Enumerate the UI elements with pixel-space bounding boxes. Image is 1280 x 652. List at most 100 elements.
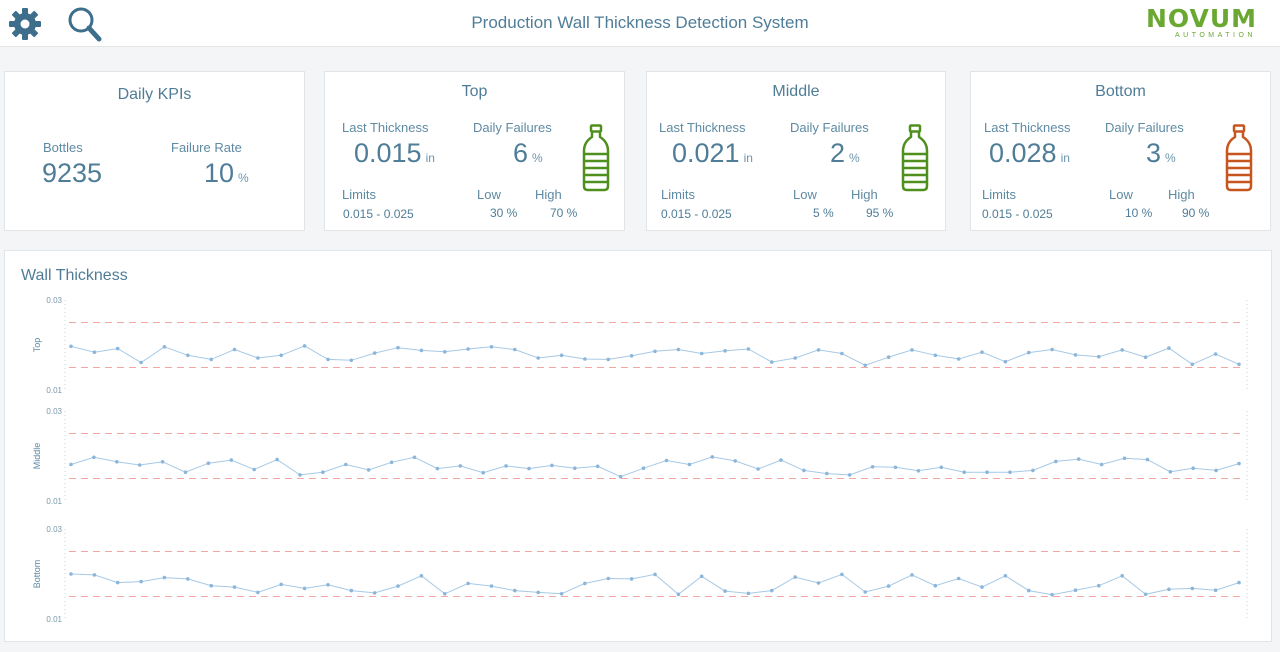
- daily-failures-number: 6: [513, 138, 529, 168]
- daily-failures-label: Daily Failures: [790, 120, 869, 135]
- search-button[interactable]: [66, 6, 102, 42]
- daily-failures-number: 2: [830, 138, 846, 168]
- data-point: [419, 348, 424, 353]
- data-point: [733, 459, 737, 463]
- data-point: [536, 356, 540, 360]
- data-point: [139, 579, 143, 584]
- data-point: [559, 592, 564, 596]
- data-point: [275, 457, 279, 462]
- data-point: [1237, 362, 1241, 367]
- data-point: [825, 471, 829, 476]
- last-thickness-unit: in: [425, 151, 435, 165]
- data-point: [1050, 347, 1054, 352]
- data-point: [1168, 470, 1173, 474]
- data-point: [606, 357, 611, 362]
- data-point: [183, 470, 188, 474]
- data-point: [770, 360, 774, 364]
- low-value: 5 %: [813, 206, 834, 220]
- data-point: [252, 467, 256, 472]
- limits-label: Limits: [342, 187, 376, 202]
- data-point: [933, 353, 938, 358]
- data-point: [629, 577, 634, 581]
- data-point: [1237, 461, 1241, 466]
- data-point: [481, 470, 486, 475]
- data-point: [956, 576, 961, 581]
- y-tick-label-max: 0.03: [46, 525, 62, 534]
- last-thickness-number: 0.021: [672, 138, 740, 168]
- failure-rate-label: Failure Rate: [171, 140, 242, 155]
- data-point: [1143, 592, 1148, 597]
- data-point: [1008, 470, 1012, 474]
- data-point: [232, 585, 237, 589]
- high-label: High: [535, 187, 562, 202]
- bottom-section-card: Bottom Last Thickness 0.028 in Daily Fail…: [970, 71, 1271, 231]
- data-point: [664, 458, 669, 463]
- data-point: [92, 455, 96, 460]
- data-point: [710, 455, 715, 459]
- data-point: [186, 577, 190, 581]
- data-point: [606, 576, 611, 581]
- middle-section-card: Middle Last Thickness 0.021 in Daily Fail…: [646, 71, 946, 231]
- data-point: [939, 465, 944, 470]
- data-point: [886, 355, 891, 359]
- data-point: [886, 584, 891, 588]
- high-label: High: [851, 187, 878, 202]
- data-point: [910, 348, 914, 352]
- data-point: [302, 344, 307, 348]
- data-point: [802, 468, 806, 473]
- novum-logo: NOVUM AUTOMATION: [1146, 6, 1256, 42]
- data-point: [863, 363, 867, 368]
- data-point: [115, 346, 120, 351]
- data-point: [489, 345, 494, 349]
- data-point: [687, 462, 692, 467]
- last-thickness-label: Last Thickness: [342, 120, 429, 135]
- data-point: [573, 466, 577, 470]
- data-point: [513, 347, 517, 352]
- data-point: [443, 592, 447, 596]
- wall-thickness-chart-card: Wall Thickness 0.03 0.01 Top 0.03 0.01 Middle…: [4, 250, 1272, 642]
- data-point: [232, 347, 237, 352]
- data-point: [1213, 588, 1218, 592]
- last-thickness-unit: in: [1060, 151, 1070, 165]
- last-thickness-value: 0.021 in: [672, 138, 753, 169]
- data-point: [1054, 459, 1058, 464]
- data-point: [92, 573, 97, 577]
- data-point: [349, 358, 354, 363]
- low-value: 10 %: [1125, 206, 1153, 220]
- top-section-card: Top Last Thickness 0.015 in Daily Failure…: [324, 71, 625, 231]
- daily-failures-value: 6%: [513, 138, 543, 169]
- data-point: [910, 573, 914, 577]
- data-point: [527, 466, 531, 471]
- data-point: [980, 350, 984, 354]
- data-point: [1003, 359, 1008, 364]
- data-point: [92, 350, 97, 354]
- low-label: Low: [793, 187, 817, 202]
- settings-button[interactable]: [7, 6, 43, 42]
- last-thickness-value: 0.015 in: [354, 138, 435, 169]
- data-point: [1145, 457, 1150, 462]
- gear-icon: [9, 8, 41, 40]
- data-point: [583, 357, 587, 361]
- data-point: [321, 470, 325, 474]
- y-tick-label-min: 0.01: [46, 497, 62, 506]
- data-point: [139, 360, 143, 365]
- data-point: [756, 467, 760, 471]
- card-title: Bottom: [1095, 83, 1146, 100]
- data-point: [443, 350, 447, 354]
- data-point: [816, 581, 821, 585]
- data-point: [870, 465, 875, 469]
- daily-failures-number: 3: [1146, 138, 1162, 168]
- daily-failures-unit: %: [1165, 151, 1176, 165]
- data-point: [1003, 574, 1008, 578]
- data-point: [641, 466, 646, 470]
- limits-value: 0.015 - 0.025: [343, 207, 414, 221]
- logo-subtext: AUTOMATION: [1174, 32, 1256, 39]
- data-point: [1167, 346, 1171, 350]
- data-point: [1120, 574, 1124, 578]
- data-point: [256, 590, 260, 595]
- data-point: [279, 582, 284, 587]
- data-point: [344, 462, 348, 467]
- data-point: [595, 464, 600, 469]
- daily-kpis-card: Daily KPIs Bottles 9235 Failure Rate 10%: [4, 71, 305, 231]
- data-point: [1143, 355, 1148, 359]
